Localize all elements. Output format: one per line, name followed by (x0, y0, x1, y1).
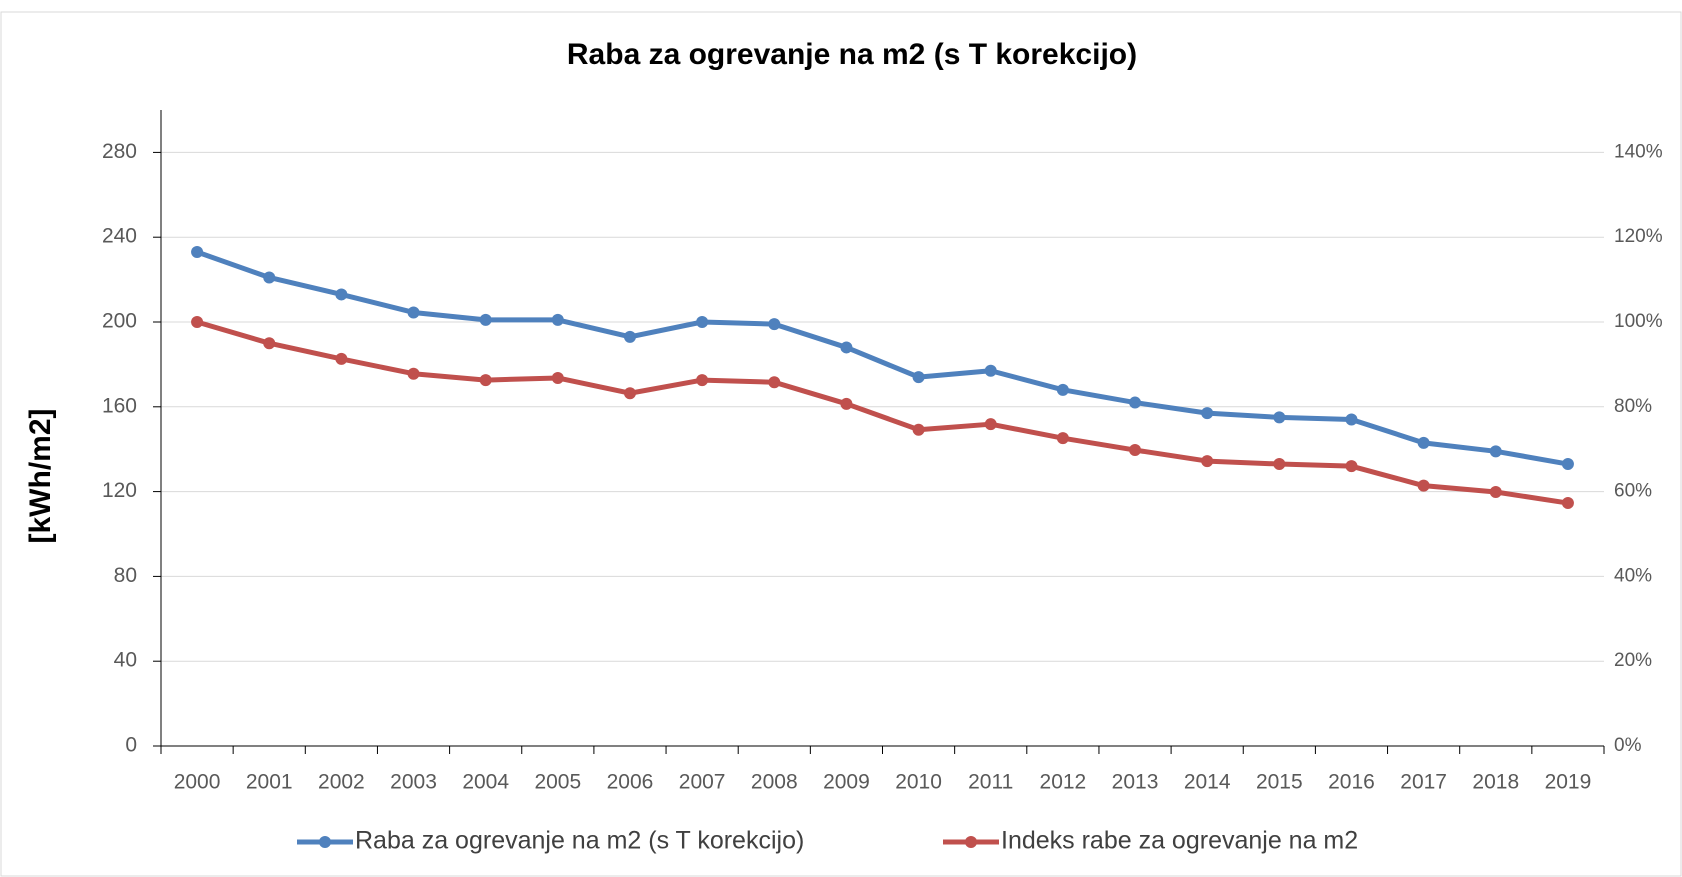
data-point (984, 418, 997, 431)
x-tick-label: 2001 (246, 771, 293, 794)
x-tick-label: 2018 (1472, 771, 1519, 794)
data-point (912, 371, 925, 384)
data-point (840, 341, 853, 354)
data-point (1129, 396, 1142, 409)
data-point (1345, 460, 1358, 473)
data-point (1561, 458, 1574, 471)
chart-title: Raba za ogrevanje na m2 (s T korekcijo) (567, 38, 1137, 71)
data-point (840, 397, 853, 410)
data-point (768, 318, 781, 331)
x-tick-label: 2010 (895, 771, 942, 794)
data-point (191, 246, 204, 259)
x-tick-label: 2000 (174, 771, 221, 794)
y2-tick-label: 80% (1614, 396, 1652, 417)
legend-marker (965, 836, 977, 848)
y-tick-label: 160 (102, 394, 137, 417)
data-point (479, 374, 492, 387)
data-point (1561, 497, 1574, 510)
data-point (1417, 479, 1430, 492)
data-point (1273, 411, 1286, 424)
data-point (1345, 413, 1358, 426)
data-point (768, 376, 781, 389)
y-axis-label: [kWh/m2] (24, 409, 57, 544)
data-point (696, 316, 709, 328)
y2-tick-label: 100% (1614, 311, 1663, 332)
data-point (1056, 432, 1069, 445)
x-tick-label: 2002 (318, 771, 365, 794)
x-tick-label: 2015 (1256, 771, 1303, 794)
data-point (1201, 455, 1214, 468)
x-tick-label: 2003 (390, 771, 437, 794)
x-tick-label: 2011 (968, 771, 1013, 794)
x-tick-label: 2012 (1040, 771, 1087, 794)
y-tick-label: 280 (102, 140, 137, 163)
y2-tick-label: 20% (1614, 650, 1652, 671)
data-point (696, 374, 709, 387)
data-point (263, 271, 276, 284)
y-tick-label: 240 (102, 225, 137, 248)
chart-border (0, 11, 1682, 877)
data-point (1201, 407, 1214, 420)
data-point (1489, 486, 1502, 499)
legend-label: Raba za ogrevanje na m2 (s T korekcijo) (355, 827, 804, 855)
series-line (196, 249, 1569, 467)
data-point (335, 352, 348, 365)
data-point (191, 316, 204, 328)
x-tick-label: 2017 (1400, 771, 1447, 794)
x-tick-label: 2005 (534, 771, 581, 794)
data-point (551, 313, 564, 326)
y-tick-label: 0 (125, 734, 137, 757)
data-point (1417, 436, 1430, 449)
data-point (551, 371, 564, 384)
legend-marker (319, 836, 331, 848)
x-tick-label: 2014 (1184, 771, 1231, 794)
y2-tick-label: 140% (1614, 141, 1663, 162)
data-point (1056, 383, 1069, 396)
y-tick-label: 200 (102, 310, 137, 333)
x-tick-label: 2008 (751, 771, 798, 794)
y2-tick-label: 120% (1614, 226, 1663, 247)
data-point (1129, 444, 1142, 457)
data-point (335, 288, 348, 301)
x-tick-label: 2007 (679, 771, 726, 794)
series-line (196, 319, 1569, 506)
y2-tick-label: 0% (1614, 735, 1642, 756)
y2-tick-label: 60% (1614, 481, 1652, 502)
x-tick-label: 2004 (462, 771, 509, 794)
data-point (984, 364, 997, 377)
data-point (263, 337, 276, 350)
x-tick-label: 2019 (1545, 771, 1592, 794)
data-point (407, 306, 420, 319)
data-point (1273, 458, 1286, 471)
data-point (623, 330, 636, 343)
x-tick-label: 2006 (607, 771, 654, 794)
y-tick-label: 40 (114, 649, 137, 672)
x-tick-label: 2016 (1328, 771, 1375, 794)
x-tick-label: 2009 (823, 771, 870, 794)
y-tick-label: 120 (102, 479, 137, 502)
x-tick-label: 2013 (1112, 771, 1159, 794)
data-point (479, 313, 492, 326)
data-point (1489, 445, 1502, 458)
y2-tick-label: 40% (1614, 565, 1652, 586)
data-point (623, 387, 636, 400)
legend-label: Indeks rabe za ogrevanje na m2 (1001, 827, 1358, 855)
data-point (912, 423, 925, 436)
y-tick-label: 80 (114, 564, 137, 587)
data-point (407, 367, 420, 380)
